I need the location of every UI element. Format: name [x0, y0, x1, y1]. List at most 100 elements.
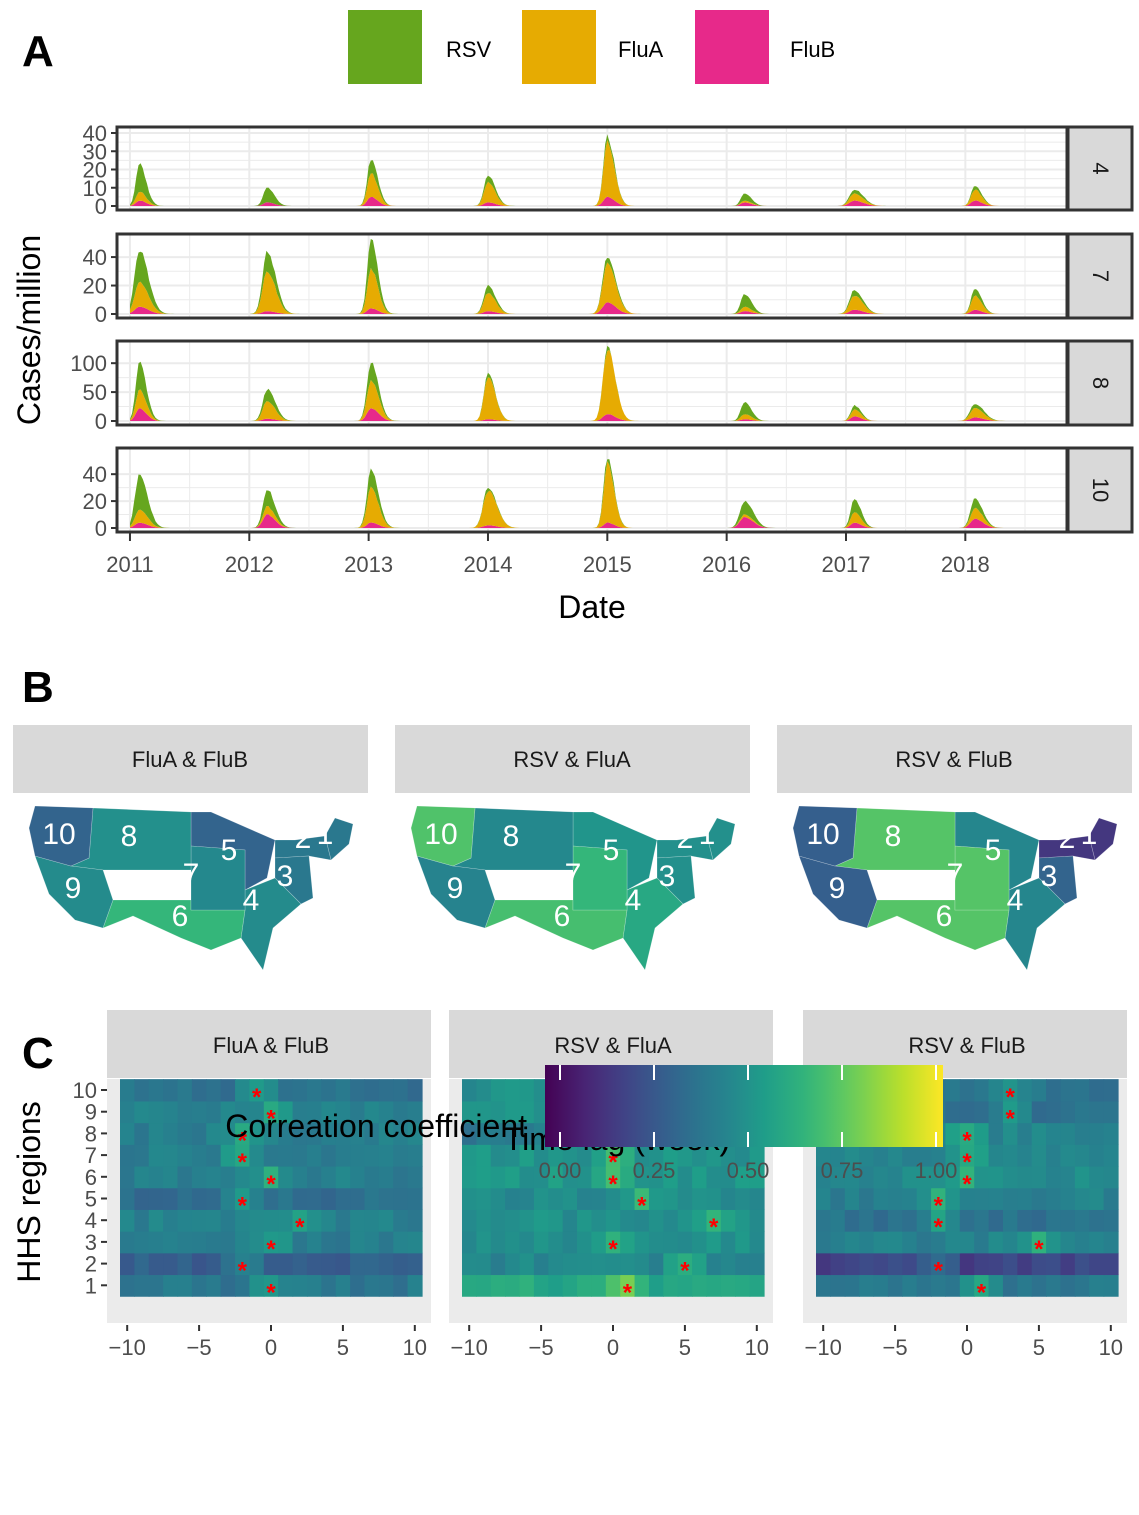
heatmap-cell	[577, 1231, 593, 1254]
region-9-shape	[416, 855, 496, 929]
heatmap-cell	[692, 1144, 708, 1167]
peak-star-region-4: *	[709, 1214, 719, 1241]
legend-a: RSV FluA FluB	[348, 10, 835, 84]
heatmap-cell	[148, 1231, 164, 1254]
heatmap-cell	[1060, 1274, 1076, 1297]
heatmap-cell	[249, 1252, 265, 1276]
heatmap-cell	[1060, 1187, 1076, 1210]
heatmap-cell	[692, 1209, 708, 1232]
heatmap-cell	[134, 1079, 150, 1102]
heatmap-cell	[605, 1231, 621, 1254]
region-6-label: 6	[172, 900, 189, 933]
heatmap-cell	[1002, 1165, 1018, 1189]
y-tick-label: 9	[85, 1100, 97, 1125]
heatmap-cell	[407, 1187, 423, 1210]
heatmap-cell	[706, 1165, 722, 1189]
heatmap-cell	[591, 1231, 607, 1254]
region-3-shape	[274, 855, 314, 905]
heatmap-cell	[1103, 1122, 1119, 1145]
heatmap-cell	[1017, 1079, 1033, 1102]
heatmap-cell	[1017, 1209, 1033, 1232]
heatmap-cell	[191, 1165, 207, 1189]
y-axis-title-c: HHS regions	[11, 1101, 47, 1282]
heatmap-cell	[1017, 1144, 1033, 1167]
heatmap-cell	[974, 1252, 990, 1276]
heatmap-cell	[191, 1187, 207, 1210]
heatmap-cell	[706, 1209, 722, 1232]
heatmap-cell	[249, 1144, 265, 1167]
colorbar-tick-label: 1.00	[915, 1158, 958, 1183]
heatmap-cell	[364, 1274, 380, 1297]
heatmap-cell	[393, 1100, 409, 1124]
heatmap-cell	[220, 1079, 236, 1102]
heatmap-cell	[335, 1144, 351, 1167]
heatmap-cell	[692, 1187, 708, 1210]
peak-star-region-8: *	[238, 1127, 248, 1154]
heatmap-cell	[191, 1274, 207, 1297]
heatmap-cell	[605, 1209, 621, 1232]
heatmap-cell	[306, 1165, 322, 1189]
heatmap-cell	[1089, 1100, 1105, 1124]
facet-a-region-7: 7 0 20 40	[83, 232, 1134, 327]
x-tick-label: 10	[1099, 1335, 1123, 1360]
heatmap-cell	[393, 1209, 409, 1232]
heatmap-cell	[735, 1187, 751, 1210]
y-tick-label: 40	[83, 245, 107, 270]
heatmap-cell	[816, 1165, 831, 1189]
heatmap-cell	[321, 1231, 337, 1254]
heatmap-cell	[974, 1187, 990, 1210]
heatmap-cell	[505, 1187, 521, 1210]
heatmap-cell	[462, 1079, 477, 1102]
heatmap-cell	[321, 1274, 337, 1297]
heatmap-cell	[249, 1274, 265, 1297]
region-4-label: 4	[625, 884, 642, 917]
heatmap-cell	[577, 1274, 593, 1297]
region-10-label: 10	[806, 818, 839, 851]
heatmap-cell	[519, 1187, 535, 1210]
heatmap-cell	[378, 1079, 394, 1102]
heatmap-cell	[634, 1209, 650, 1232]
x-tick-label: 10	[403, 1335, 427, 1360]
heatmap-cell	[873, 1144, 889, 1167]
heatmap-cell	[1060, 1252, 1076, 1276]
heatmap-cell	[816, 1231, 831, 1254]
y-tick-label: 3	[85, 1230, 97, 1255]
heatmap-cell	[393, 1165, 409, 1189]
peak-star-region-1: *	[623, 1279, 633, 1306]
heatmap-cell	[648, 1252, 664, 1276]
colorbar-title: Correation coefficient	[225, 1108, 527, 1144]
heatmap-cell	[887, 1144, 903, 1167]
heatmap-cell	[830, 1165, 846, 1189]
heatmap-cell	[206, 1252, 222, 1276]
heatmap-cell	[206, 1122, 222, 1145]
heatmap-cell	[959, 1144, 975, 1167]
heatmap-cell	[407, 1165, 423, 1189]
facet-strip	[1066, 232, 1134, 320]
heatmap-cell	[364, 1187, 380, 1210]
heatmap-cell	[1060, 1100, 1076, 1124]
heatmap-cell	[1002, 1274, 1018, 1297]
heatmap-cell	[220, 1274, 236, 1297]
heatmap-cell	[533, 1165, 549, 1189]
heatmap-cell	[462, 1144, 477, 1167]
x-tick-label: 10	[745, 1335, 769, 1360]
heatmap-cell	[562, 1165, 578, 1189]
heatmap-cell	[364, 1144, 380, 1167]
region-10-shape	[410, 805, 476, 867]
heatmap-cell	[974, 1100, 990, 1124]
region-1-label: 1	[1081, 818, 1098, 851]
region-7-label: 7	[183, 858, 200, 891]
heatmap-cell	[1002, 1187, 1018, 1210]
heatmap-cell	[1017, 1252, 1033, 1276]
peak-star-region-3: *	[608, 1236, 618, 1263]
heatmap-cell	[364, 1122, 380, 1145]
heatmap-cell	[620, 1274, 636, 1297]
heatmap-cell	[505, 1165, 521, 1189]
heatmap-cell	[476, 1165, 492, 1189]
heatmap-cell	[263, 1231, 279, 1254]
heatmap-cell	[959, 1122, 975, 1145]
heatmap-cell	[887, 1209, 903, 1232]
heatmap-cell	[1017, 1122, 1033, 1145]
